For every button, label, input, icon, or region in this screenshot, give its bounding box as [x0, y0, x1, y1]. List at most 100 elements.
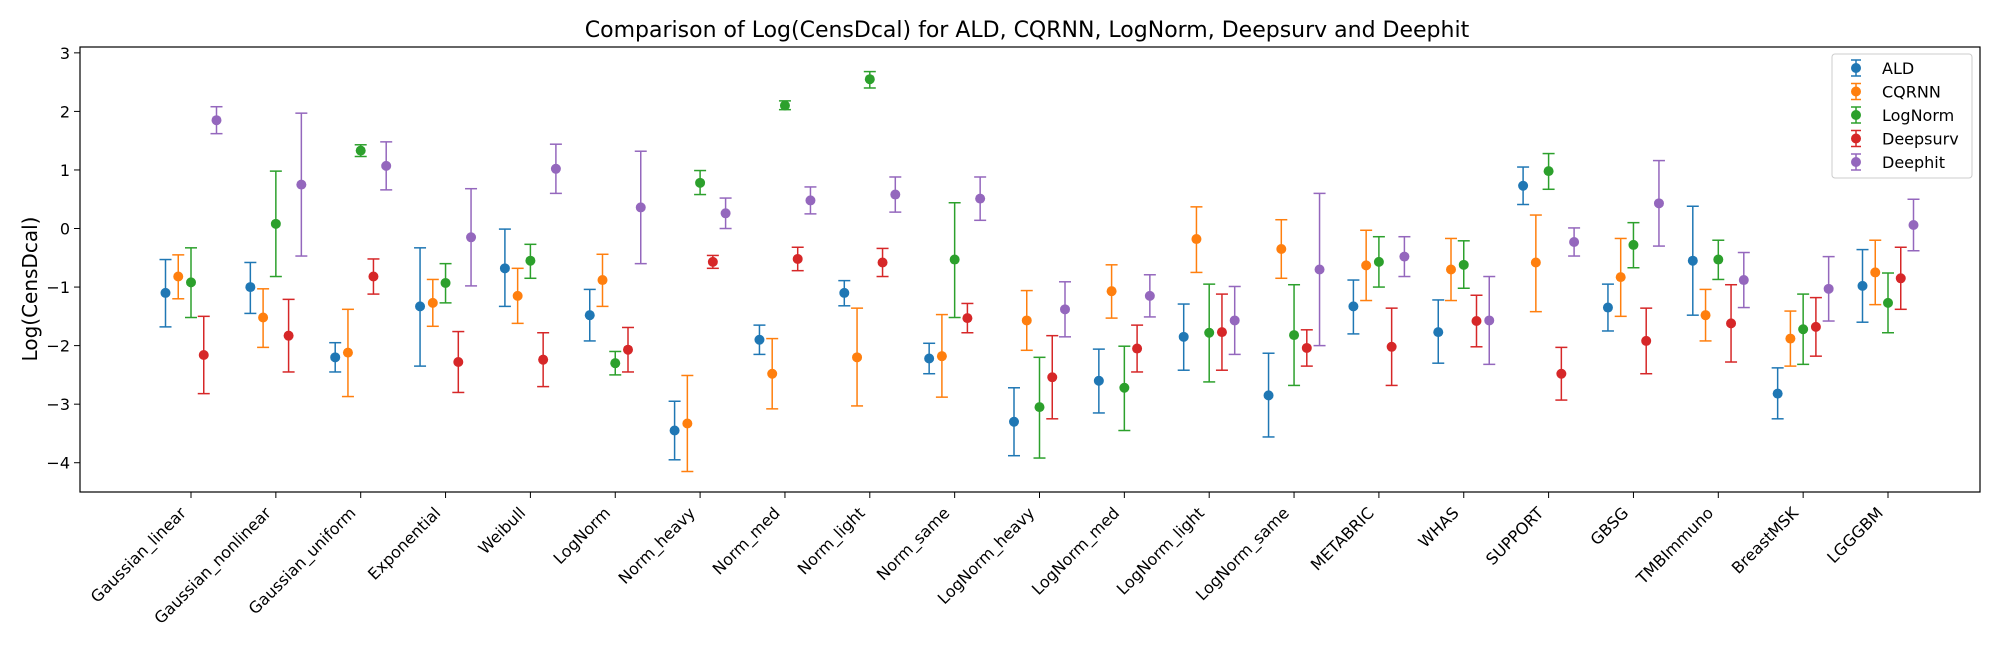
- data-point: [1191, 234, 1202, 245]
- data-point: [864, 74, 875, 85]
- legend-entry-lognorm: LogNorm: [1851, 106, 1954, 125]
- data-point: [1641, 335, 1652, 346]
- data-point: [160, 287, 171, 298]
- data-point: [792, 253, 803, 264]
- data-point: [1471, 316, 1482, 327]
- data-point: [1687, 255, 1698, 266]
- data-point: [330, 352, 341, 363]
- data-point: [1823, 283, 1834, 294]
- data-point: [1348, 301, 1359, 312]
- data-point: [283, 330, 294, 341]
- data-point: [1229, 315, 1240, 326]
- x-tick-label: WHAS: [1415, 503, 1463, 551]
- data-point: [342, 347, 353, 358]
- x-tick-label: Norm_med: [709, 503, 785, 579]
- data-point: [1093, 375, 1104, 386]
- data-point: [258, 312, 269, 323]
- data-point: [1785, 333, 1796, 344]
- y-tick-label: 0: [60, 220, 70, 239]
- x-tick-label: METABRIC: [1307, 503, 1378, 574]
- data-point: [1314, 264, 1325, 275]
- x-tick-label: TMBImmuno: [1632, 503, 1717, 588]
- data-point: [1518, 180, 1529, 191]
- x-tick-label: Norm_light: [794, 503, 870, 579]
- data-point: [173, 271, 184, 282]
- data-point: [720, 208, 731, 219]
- y-axis-label: Log(CensDcal): [18, 217, 42, 362]
- data-point: [669, 425, 680, 436]
- data-point: [597, 275, 608, 286]
- data-point: [453, 357, 464, 368]
- legend-entry-deepsurv: Deepsurv: [1851, 130, 1959, 149]
- data-point: [1772, 388, 1783, 399]
- data-point: [890, 189, 901, 200]
- data-point: [427, 297, 438, 308]
- data-point: [1726, 318, 1737, 329]
- legend-marker: [1851, 133, 1861, 144]
- data-point: [682, 418, 693, 429]
- data-point: [707, 256, 718, 267]
- y-tick-label: −1: [46, 278, 70, 297]
- data-point: [1602, 302, 1613, 313]
- data-point: [1700, 310, 1711, 321]
- data-point: [1178, 331, 1189, 342]
- data-point: [1289, 330, 1300, 341]
- series-lognorm: [185, 70, 1894, 459]
- legend-marker: [1851, 86, 1861, 97]
- data-point: [245, 282, 256, 293]
- data-point: [355, 145, 366, 156]
- data-point: [962, 313, 973, 324]
- data-point: [1810, 321, 1821, 332]
- legend-entry-cqrnn: CQRNN: [1851, 83, 1941, 102]
- series-cqrnn: [172, 206, 1882, 473]
- data-point: [1361, 260, 1372, 271]
- y-tick-label: −3: [46, 395, 70, 414]
- x-tick-label: Norm_heavy: [615, 503, 700, 588]
- data-point: [1798, 324, 1809, 335]
- data-point: [1301, 342, 1312, 353]
- data-point: [466, 232, 477, 243]
- chart-title: Comparison of Log(CensDcal) for ALD, CQR…: [585, 18, 1470, 43]
- data-point: [1653, 198, 1664, 209]
- data-point: [924, 353, 935, 364]
- data-point: [1713, 254, 1724, 265]
- data-point: [1738, 275, 1749, 286]
- data-point: [1458, 259, 1469, 270]
- data-point: [415, 301, 426, 312]
- legend: ALD CQRNN LogNorm Deepsurv Deephit: [1831, 53, 1973, 179]
- x-tick-label: LogNorm_med: [1028, 503, 1124, 599]
- x-tick-label: SUPPORT: [1482, 503, 1548, 569]
- data-point: [1556, 368, 1567, 379]
- y-tick-label: 3: [60, 44, 70, 63]
- x-tick-label: BreastMSK: [1728, 503, 1803, 578]
- data-point: [1009, 416, 1019, 427]
- data-point: [198, 349, 209, 360]
- data-point: [1144, 290, 1155, 301]
- series-ald: [159, 166, 1869, 461]
- data-point: [270, 218, 281, 229]
- legend-label: LogNorm: [1882, 106, 1954, 125]
- y-tick-label: −2: [46, 337, 70, 356]
- x-tick-label: LGGGBM: [1823, 503, 1887, 567]
- data-point: [1386, 341, 1397, 352]
- x-tick-label: GBSG: [1587, 503, 1633, 549]
- data-point: [975, 193, 986, 204]
- data-point: [1484, 315, 1495, 326]
- legend-label: Deepsurv: [1882, 130, 1959, 149]
- data-point: [1908, 220, 1919, 230]
- data-point: [767, 368, 778, 379]
- data-point: [610, 358, 621, 369]
- plot-area: −4−3−2−10123Gaussian_linearGaussian_nonl…: [46, 44, 1920, 628]
- data-point: [1870, 267, 1881, 278]
- legend-label: CQRNN: [1882, 83, 1941, 102]
- data-point: [1543, 166, 1554, 177]
- data-point: [584, 310, 595, 321]
- data-point: [1628, 239, 1639, 250]
- data-point: [1615, 272, 1626, 283]
- legend-label: ALD: [1882, 59, 1914, 78]
- y-tick-label: −4: [46, 454, 70, 473]
- legend-frame: [1831, 53, 1973, 179]
- data-point: [1132, 343, 1143, 354]
- data-point: [1857, 280, 1868, 291]
